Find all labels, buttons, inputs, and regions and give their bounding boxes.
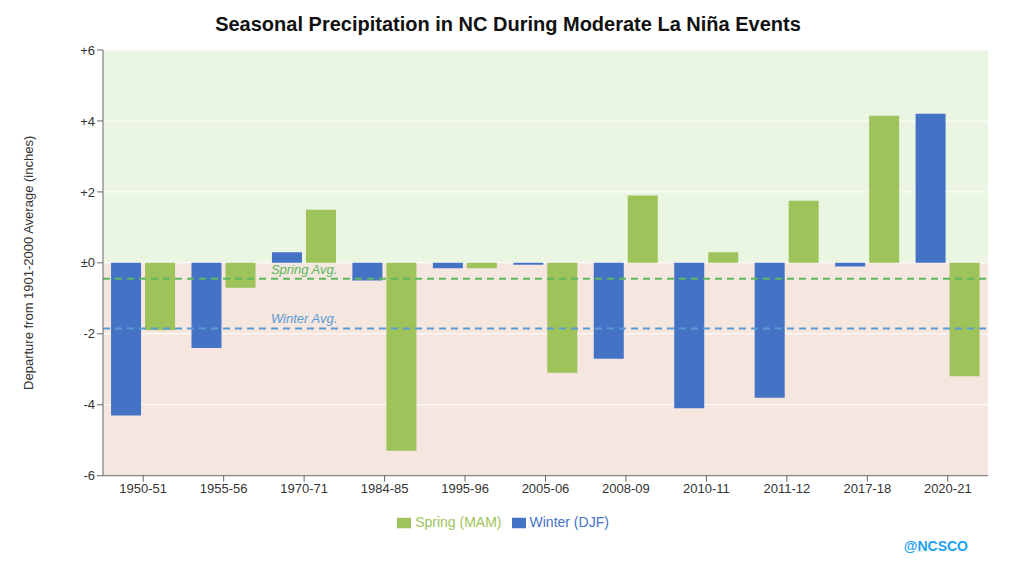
svg-text:Departure from 1901-2000 Avera: Departure from 1901-2000 Average (inches…	[21, 136, 36, 390]
svg-text:-2: -2	[83, 326, 95, 341]
svg-text:1955-56: 1955-56	[200, 481, 248, 496]
html-text:Winter (DJF): Winter (DJF)	[529, 513, 609, 530]
html-text:Spring (MAM): Spring (MAM)	[415, 513, 502, 530]
svg-text:-4: -4	[83, 397, 95, 412]
svg-text:1950-51: 1950-51	[119, 481, 167, 496]
svg-text:2020-21: 2020-21	[924, 481, 972, 496]
svg-text:+4: +4	[80, 114, 95, 129]
svg-text:Winter Avg.: Winter Avg.	[271, 311, 337, 326]
svg-text:2011-12: 2011-12	[763, 481, 810, 496]
svg-text:±0: ±0	[81, 255, 95, 270]
svg-text:Spring Avg.: Spring Avg.	[271, 262, 338, 277]
html-text:Seasonal Precipitation in NC D: Seasonal Precipitation in NC During Mode…	[215, 13, 801, 35]
svg-text:1970-71: 1970-71	[280, 481, 328, 496]
svg-text:2017-18: 2017-18	[843, 481, 891, 496]
svg-text:2008-09: 2008-09	[602, 481, 650, 496]
svg-text:+2: +2	[80, 185, 95, 200]
svg-text:-6: -6	[83, 468, 95, 483]
svg-text:+6: +6	[80, 43, 95, 58]
svg-text:2010-11: 2010-11	[683, 481, 730, 496]
svg-text:1984-85: 1984-85	[361, 481, 409, 496]
svg-text:1995-96: 1995-96	[441, 481, 489, 496]
html-text:@NCSCO: @NCSCO	[903, 538, 968, 554]
svg-text:2005-06: 2005-06	[522, 481, 570, 496]
